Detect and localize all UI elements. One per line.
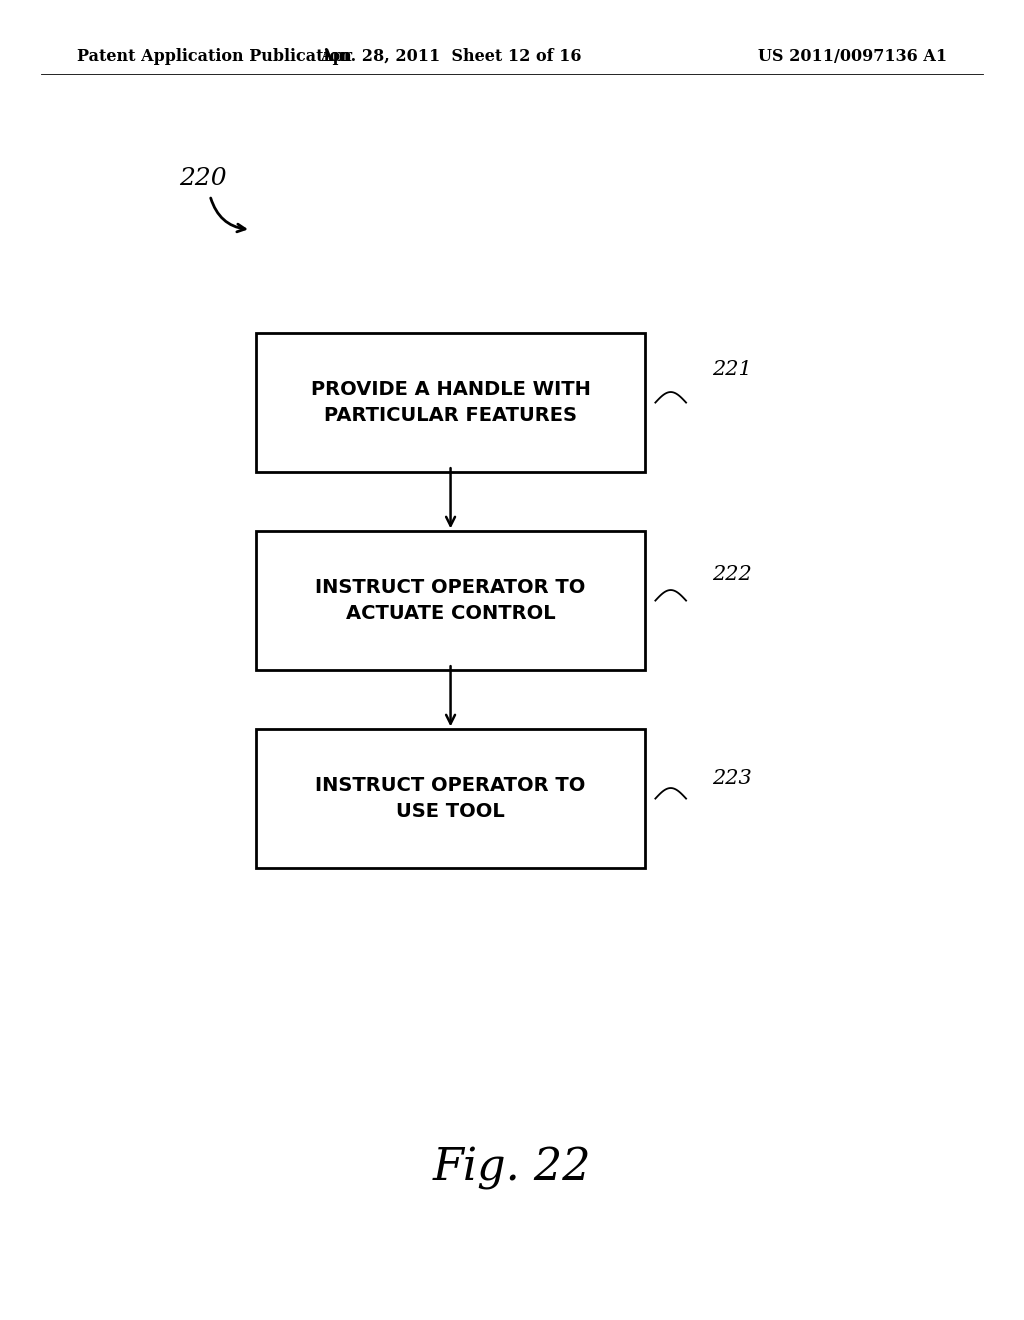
Bar (256, 334, 645, 473)
Text: 223: 223 (712, 770, 752, 788)
Text: 222: 222 (712, 565, 752, 583)
Text: 221: 221 (712, 360, 752, 379)
Text: PROVIDE A HANDLE WITH
PARTICULAR FEATURES: PROVIDE A HANDLE WITH PARTICULAR FEATURE… (310, 380, 591, 425)
Bar (256, 729, 645, 869)
Text: Patent Application Publication: Patent Application Publication (77, 49, 351, 65)
Bar (256, 531, 645, 671)
Text: INSTRUCT OPERATOR TO
ACTUATE CONTROL: INSTRUCT OPERATOR TO ACTUATE CONTROL (315, 578, 586, 623)
Text: Apr. 28, 2011  Sheet 12 of 16: Apr. 28, 2011 Sheet 12 of 16 (319, 49, 582, 65)
Text: INSTRUCT OPERATOR TO
USE TOOL: INSTRUCT OPERATOR TO USE TOOL (315, 776, 586, 821)
Text: 220: 220 (179, 166, 227, 190)
Text: Fig. 22: Fig. 22 (433, 1147, 591, 1189)
Text: US 2011/0097136 A1: US 2011/0097136 A1 (758, 49, 947, 65)
